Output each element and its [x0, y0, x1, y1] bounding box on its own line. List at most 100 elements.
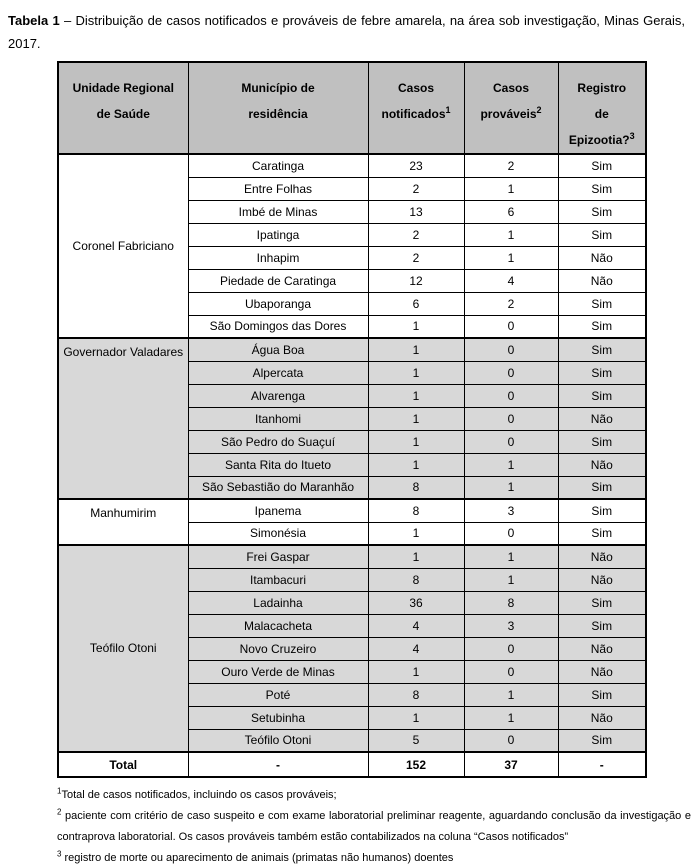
probable-cases-cell: 0 [463, 521, 559, 546]
total-probable-cell: 37 [463, 751, 559, 778]
footnote-marker: 3 [629, 131, 635, 141]
table-row: Simonésia 1 0 Sim [58, 521, 647, 546]
epizootic-record-cell: Sim [557, 360, 647, 385]
notified-cases-cell: 4 [367, 636, 465, 661]
header-line: Casos [397, 81, 435, 95]
column-header-municipality: Município de residência [187, 61, 369, 155]
probable-cases-cell: 0 [463, 314, 559, 339]
epizootic-record-cell: Sim [557, 475, 647, 500]
epizootic-record-cell: Não [557, 544, 647, 569]
footnotes: 1Total de casos notificados, incluindo o… [57, 785, 691, 865]
footnote-marker: 1 [445, 105, 451, 115]
header-line: de Saúde [96, 107, 150, 121]
probable-cases-cell: 2 [463, 291, 559, 316]
header-line: Município de [241, 81, 315, 95]
municipality-cell: São Sebastião do Maranhão [187, 475, 369, 500]
notified-cases-cell: 6 [367, 291, 465, 316]
notified-cases-cell: 1 [367, 452, 465, 477]
epizootic-record-cell: Sim [557, 314, 647, 339]
column-header-probable-cases: Casos prováveis2 [463, 61, 559, 155]
total-label-cell: Total [57, 751, 189, 778]
footnote-3: 3 registro de morte ou aparecimento de a… [57, 848, 691, 865]
epizootic-record-cell: Sim [557, 383, 647, 408]
municipality-cell: Itambacuri [187, 567, 369, 592]
municipality-cell: Ubaporanga [187, 291, 369, 316]
notified-cases-cell: 1 [367, 659, 465, 684]
regional-unit-cell: Manhumirim [57, 498, 189, 546]
regional-unit-cell: Coronel Fabriciano [57, 153, 189, 339]
notified-cases-cell: 5 [367, 728, 465, 753]
table-row: Poté 8 1 Sim [58, 682, 647, 707]
municipality-cell: Poté [187, 682, 369, 707]
municipality-cell: Itanhomi [187, 406, 369, 431]
municipality-cell: Novo Cruzeiro [187, 636, 369, 661]
table-row: Setubinha 1 1 Não [58, 705, 647, 730]
epizootic-record-cell: Sim [557, 429, 647, 454]
header-line: residência [248, 107, 308, 121]
notified-cases-cell: 1 [367, 314, 465, 339]
municipality-cell: Malacacheta [187, 613, 369, 638]
probable-cases-cell: 1 [463, 475, 559, 500]
notified-cases-cell: 1 [367, 705, 465, 730]
column-header-epizootic-record: Registro de Epizootia?3 [557, 61, 647, 155]
municipality-cell: Alvarenga [187, 383, 369, 408]
footnote-marker: 1 [57, 786, 62, 796]
table-caption-label: Tabela 1 [8, 13, 60, 28]
table-row: Alpercata 1 0 Sim [58, 360, 647, 385]
probable-cases-cell: 1 [463, 452, 559, 477]
header-line: Unidade Regional [72, 81, 174, 95]
probable-cases-cell: 0 [463, 383, 559, 408]
regional-unit-cell: Teófilo Otoni [57, 544, 189, 753]
epizootic-record-cell: Sim [557, 728, 647, 753]
table-row: Alvarenga 1 0 Sim [58, 383, 647, 408]
header-line: de [594, 107, 609, 121]
probable-cases-cell: 0 [463, 360, 559, 385]
header-line-text: prováveis [480, 107, 537, 121]
notified-cases-cell: 4 [367, 613, 465, 638]
municipality-cell: Água Boa [187, 337, 369, 362]
notified-cases-cell: 8 [367, 475, 465, 500]
header-line: notificados1 [371, 101, 462, 127]
table-body: Coronel Fabriciano Caratinga 23 2 Sim Entre F… [57, 153, 647, 753]
municipality-cell: Setubinha [187, 705, 369, 730]
notified-cases-cell: 8 [367, 498, 465, 523]
epizootic-record-cell: Não [557, 245, 647, 270]
epizootic-record-cell: Não [557, 268, 647, 293]
probable-cases-cell: 4 [463, 268, 559, 293]
footnote-2: 2 paciente com critério de caso suspeito… [57, 806, 691, 848]
probable-cases-cell: 0 [463, 636, 559, 661]
epizootic-record-cell: Sim [557, 222, 647, 247]
header-row: Unidade Regional de Saúde Município de r… [57, 61, 647, 155]
notified-cases-cell: 1 [367, 360, 465, 385]
probable-cases-cell: 6 [463, 199, 559, 224]
municipality-cell: São Pedro do Suaçuí [187, 429, 369, 454]
notified-cases-cell: 2 [367, 222, 465, 247]
header-line-text: notificados [381, 107, 446, 121]
header-line: Epizootia?3 [561, 127, 644, 152]
header-line: prováveis2 [467, 101, 556, 127]
table-row: Ladainha 36 8 Sim [58, 590, 647, 615]
municipality-cell: São Domingos das Dores [187, 314, 369, 339]
probable-cases-cell: 0 [463, 659, 559, 684]
probable-cases-cell: 0 [463, 429, 559, 454]
total-notified-cell: 152 [367, 751, 465, 778]
notified-cases-cell: 2 [367, 176, 465, 201]
probable-cases-cell: 1 [463, 705, 559, 730]
table-caption: Tabela 1 – Distribuição de casos notific… [0, 0, 693, 61]
municipality-cell: Entre Folhas [187, 176, 369, 201]
table-row: Santa Rita do Itueto 1 1 Não [58, 452, 647, 477]
notified-cases-cell: 1 [367, 383, 465, 408]
notified-cases-cell: 13 [367, 199, 465, 224]
footnote-1: 1Total de casos notificados, incluindo o… [57, 785, 691, 806]
municipality-cell: Santa Rita do Itueto [187, 452, 369, 477]
cases-table: Unidade Regional de Saúde Município de r… [57, 61, 647, 778]
epizootic-record-cell: Não [557, 406, 647, 431]
notified-cases-cell: 12 [367, 268, 465, 293]
table-row: Teófilo Otoni 5 0 Sim [58, 728, 647, 753]
total-row: Total - 152 37 - [57, 751, 647, 778]
epizootic-record-cell: Não [557, 567, 647, 592]
table-header: Unidade Regional de Saúde Município de r… [57, 61, 647, 155]
header-line-text: Epizootia? [568, 133, 630, 147]
notified-cases-cell: 1 [367, 544, 465, 569]
table-row: São Sebastião do Maranhão 8 1 Sim [58, 475, 647, 500]
